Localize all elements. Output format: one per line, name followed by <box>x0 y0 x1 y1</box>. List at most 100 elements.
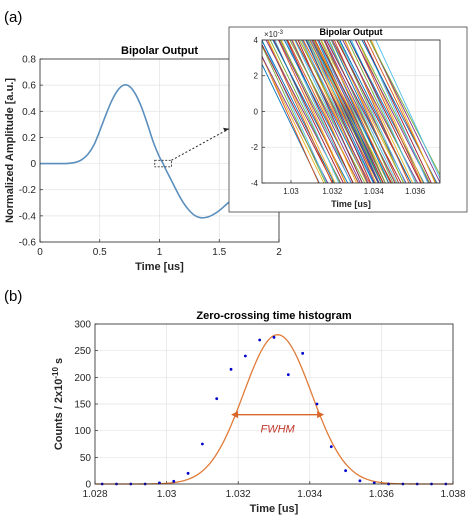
x-tick-label: 1.036 <box>369 489 394 500</box>
inset-trace-line <box>357 40 424 183</box>
y-tick-label: -2 <box>251 143 259 152</box>
pulse-series-line <box>39 84 250 219</box>
inset-trace-line <box>277 40 346 183</box>
y-tick-label: -0.4 <box>19 211 37 222</box>
inset-trace-line <box>343 40 414 183</box>
inset-trace-line <box>355 40 422 183</box>
y-tick-label: 0 <box>254 107 259 116</box>
inset-trace-line <box>314 40 386 183</box>
histogram-point <box>329 445 333 449</box>
inset-trace-line <box>313 40 382 183</box>
axes-frame <box>94 323 454 485</box>
zoom-region-box <box>154 159 172 168</box>
inset-trace-line <box>370 40 436 183</box>
x-tick-label: 2 <box>276 247 282 258</box>
chart-title: Bipolar Output <box>320 27 383 37</box>
chart-title: Bipolar Output <box>121 45 198 57</box>
y-tick-label: 200 <box>74 373 91 384</box>
x-tick-label: 1.032 <box>322 187 343 196</box>
y-tick-label: -0.6 <box>19 238 37 249</box>
x-tick-label: 1.028 <box>82 489 107 500</box>
inset-trace-line <box>295 40 368 183</box>
inset-trace-line <box>262 40 328 183</box>
histogram-point <box>344 469 347 473</box>
inset-trace-line <box>369 40 440 183</box>
inset-trace-line <box>262 40 335 183</box>
fwhm-label: FWHM <box>260 424 295 436</box>
inset-trace-line <box>313 40 384 183</box>
inset-trace-line <box>272 40 349 183</box>
y-tick-label: 250 <box>74 346 91 357</box>
inset-trace-line <box>291 40 357 183</box>
x-tick-label: 1.038 <box>440 489 465 500</box>
x-tick-label: 1.032 <box>226 489 251 500</box>
x-axis-label: Time [us] <box>331 199 371 209</box>
inset-exponent-power: -3 <box>278 30 284 36</box>
x-tick-label: 1.5 <box>212 247 226 258</box>
inset-trace-line <box>287 40 359 183</box>
inset-trace-line <box>363 40 429 183</box>
histogram-point <box>272 335 276 339</box>
histogram-point <box>229 367 233 371</box>
inset-traces <box>262 40 440 183</box>
zero-crossing-histogram: 1.028 1.03 1.032 1.034 1.036 1.038 0 50 100 150 20… <box>51 310 466 515</box>
histogram-point <box>258 338 262 342</box>
inset-trace-line <box>320 40 397 183</box>
inset-trace-line <box>324 40 396 183</box>
histogram-point <box>215 397 219 401</box>
y-axis-label: Counts / 2x10-10 s <box>51 358 66 450</box>
histogram-point <box>286 373 290 377</box>
inset-trace-line <box>369 40 440 175</box>
histogram-point <box>186 471 190 475</box>
inset-trace-line <box>375 40 440 179</box>
inset-trace-line <box>269 40 341 183</box>
y-tick-label: 0.8 <box>22 55 36 66</box>
panel-label-b: (b) <box>4 288 22 305</box>
y-tick-label: 100 <box>74 426 91 437</box>
inset-trace-line <box>305 40 375 183</box>
inset-trace-line <box>318 40 386 183</box>
inset-trace-line <box>325 40 402 183</box>
inset-trace-line <box>339 40 412 183</box>
x-axis-label: Time [us] <box>250 503 299 515</box>
y-tick-label: 300 <box>74 320 91 331</box>
chart-title: Zero-crossing time histogram <box>196 310 351 322</box>
inset-trace-line <box>338 40 406 183</box>
inset-trace-line <box>320 40 386 183</box>
y-tick-label: -0.2 <box>19 185 37 196</box>
histogram-point <box>201 442 204 446</box>
inset-trace-line <box>265 40 342 183</box>
histogram-point <box>243 354 247 358</box>
inset-exponent-label: ×10-3 <box>264 30 284 39</box>
histogram-point <box>315 402 319 406</box>
x-axis-label: Time [us] <box>135 261 184 273</box>
y-tick-label: 0 <box>85 480 91 491</box>
inset-trace-line <box>318 40 393 183</box>
axes-frame <box>261 39 441 184</box>
inset-trace-line <box>286 40 354 183</box>
inset-trace-line <box>262 56 320 183</box>
inset-trace-line <box>316 40 382 183</box>
inset-trace-line <box>306 40 372 183</box>
inset-trace-line <box>314 40 380 183</box>
y-tick-label: 0.4 <box>22 107 36 118</box>
fwhm-arrowhead-right <box>317 411 325 419</box>
histogram-point <box>301 351 305 355</box>
inset-trace-line <box>354 40 430 183</box>
y-axis-label-main: Counts / 2x10 <box>53 379 65 451</box>
y-axis-label-power: -10 <box>51 366 60 378</box>
inset-trace-line <box>311 40 379 183</box>
inset-trace-line <box>310 40 376 183</box>
y-tick-label: 150 <box>74 400 91 411</box>
y-tick-label: 4 <box>254 36 259 45</box>
inset-trace-line <box>361 40 438 183</box>
zoom-connector-line <box>171 128 230 161</box>
inset-trace-line <box>297 40 363 183</box>
inset-trace-line <box>331 40 407 183</box>
histogram-point <box>358 479 362 483</box>
inset-trace-line <box>267 40 333 183</box>
inset-trace-line <box>363 40 432 183</box>
y-tick-label: 0.6 <box>22 81 36 92</box>
y-tick-label: 50 <box>80 453 92 464</box>
